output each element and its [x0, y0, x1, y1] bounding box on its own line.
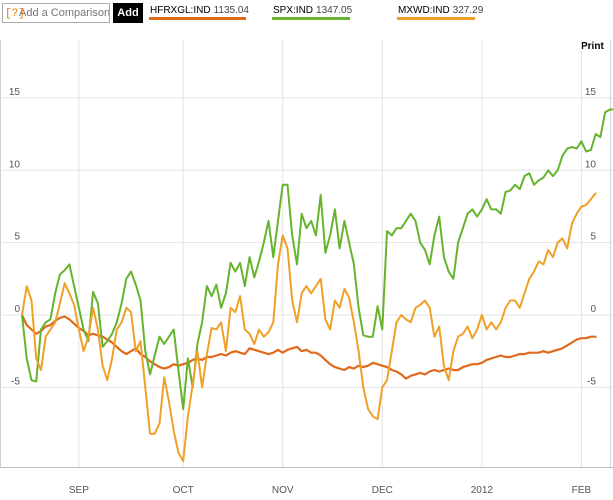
legend-item-spx[interactable]: SPX:IND 1347.05	[273, 5, 352, 16]
series-line-mxwd	[21, 192, 597, 463]
y-tick-label-right: 10	[585, 159, 597, 170]
y-tick-label-left: 15	[9, 87, 21, 98]
x-tick-label: OCT	[173, 485, 194, 496]
legend-swatch-spx	[272, 17, 350, 20]
legend-swatch-hfrxgl	[149, 17, 246, 20]
legend-value: 1347.05	[316, 5, 353, 16]
legend-swatch-mxwd	[397, 17, 475, 20]
print-link[interactable]: Print	[581, 41, 604, 52]
legend-name: SPX:IND	[273, 5, 314, 16]
y-tick-label-right: 15	[585, 87, 597, 98]
series-line-hfrxgl	[20, 313, 597, 380]
y-tick-label-left: 5	[14, 232, 20, 243]
y-tick-label-left: 0	[14, 304, 20, 315]
legend-value: 327.29	[452, 5, 484, 16]
add-comparison-input[interactable]	[2, 3, 110, 23]
add-button[interactable]: Add	[113, 3, 143, 23]
legend-name: HFRXGL:IND	[150, 5, 211, 16]
line-chart: 15 15 10 10 5 5 0 0 -5 -5 SEP OCT NOV DEC 2012 FEB	[0, 40, 613, 496]
legend-value: 1135.04	[213, 5, 249, 16]
legend-name: MXWD:IND	[398, 5, 450, 16]
y-tick-label-left: -5	[11, 376, 20, 387]
y-tick-label-right: 5	[590, 232, 596, 243]
x-tick-label: FEB	[572, 485, 592, 496]
y-tick-label-left: 10	[9, 159, 21, 170]
series-line-spx	[21, 108, 613, 411]
x-tick-label: SEP	[69, 485, 89, 496]
x-tick-label: DEC	[372, 485, 393, 496]
legend-item-mxwd[interactable]: MXWD:IND 327.29	[398, 5, 483, 16]
x-tick-label: 2012	[471, 485, 494, 496]
help-icon[interactable]: [?]	[5, 8, 25, 20]
legend-item-hfrxgl[interactable]: HFRXGL:IND 1135.04	[150, 5, 249, 16]
y-tick-label-right: -5	[587, 376, 596, 387]
y-tick-label-right: 0	[590, 304, 596, 315]
x-tick-label: NOV	[272, 485, 294, 496]
